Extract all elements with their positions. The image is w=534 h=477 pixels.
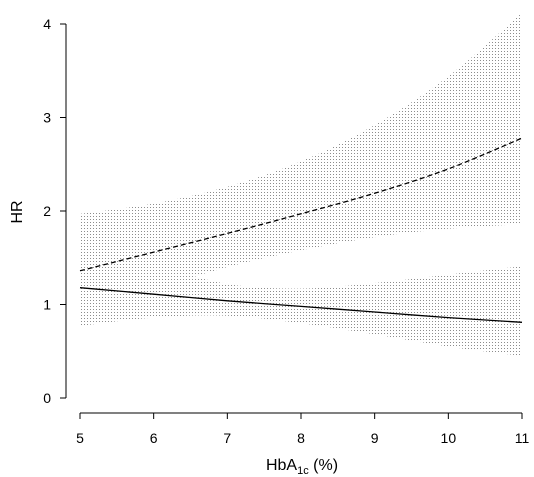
y-tick-label: 0 <box>43 390 51 406</box>
y-tick-label: 4 <box>43 16 51 32</box>
y-tick-label: 2 <box>43 203 51 219</box>
hr-line-solid <box>79 287 523 323</box>
series-lines <box>79 137 523 323</box>
confidence-band-solid <box>80 239 522 356</box>
x-axis-title-subscript: 1c <box>297 465 309 477</box>
x-tick-label: 7 <box>223 430 231 446</box>
x-axis-title: HbA1c (%) <box>266 457 338 477</box>
x-tick-label: 6 <box>150 430 158 446</box>
hr-line-dashed <box>79 137 523 272</box>
x-tick-label: 11 <box>515 430 530 446</box>
x-tick-label: 10 <box>441 430 457 446</box>
y-axis-ticks: 0 1 2 3 4 <box>43 16 66 406</box>
y-tick-label: 3 <box>43 110 51 126</box>
confidence-band-dashed <box>80 12 522 316</box>
x-tick-label: 8 <box>297 430 305 446</box>
y-tick-label: 1 <box>43 297 51 313</box>
confidence-bands <box>80 12 522 356</box>
x-tick-label: 9 <box>371 430 379 446</box>
x-axis-title-main: HbA <box>266 457 297 474</box>
y-axis-title: HR <box>9 200 26 223</box>
x-tick-label: 5 <box>76 430 84 446</box>
x-axis-ticks: 5 6 7 8 9 10 11 <box>76 413 529 446</box>
x-axis-title-unit: (%) <box>309 457 338 474</box>
